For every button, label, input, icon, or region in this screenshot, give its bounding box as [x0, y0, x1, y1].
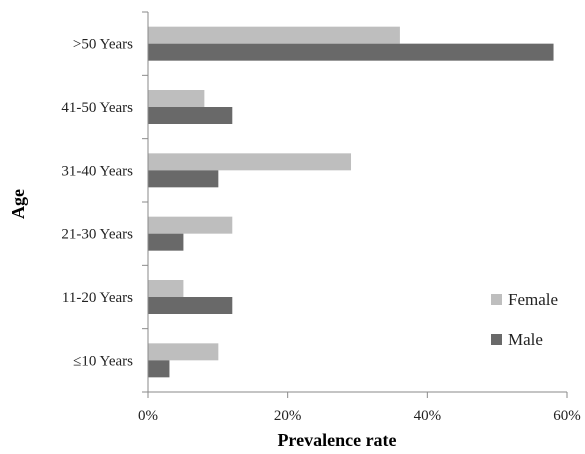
category-label: 11-20 Years — [62, 290, 133, 306]
y-axis-title: Age — [8, 189, 28, 219]
bars-layer — [148, 26, 554, 378]
x-tick-label: 40% — [414, 408, 442, 424]
legend-label-female: Female — [508, 290, 558, 309]
x-tick-label: 20% — [274, 408, 302, 424]
bar-female-50-years — [148, 26, 400, 44]
legend: Female Male — [491, 290, 558, 349]
x-tick-label: 60% — [553, 408, 581, 424]
bar-male-31-40-years — [148, 170, 219, 188]
x-axis-title: Prevalence rate — [277, 430, 396, 450]
category-label: 21-30 Years — [61, 227, 133, 243]
x-tick-label: 0% — [138, 408, 158, 424]
bar-female-11-20-years — [148, 280, 184, 297]
bar-female-41-50-years — [148, 90, 205, 107]
bar-male-21-30-years — [148, 233, 184, 251]
category-label: >50 Years — [73, 37, 133, 53]
legend-label-male: Male — [508, 330, 543, 349]
category-label: 31-40 Years — [61, 163, 133, 179]
bar-female-10-years — [148, 343, 219, 361]
category-label: ≤10 Years — [73, 353, 133, 369]
x-axis-ticks — [147, 392, 568, 398]
bar-female-31-40-years — [148, 153, 352, 171]
y-axis-ticks — [142, 11, 148, 393]
category-label: 41-50 Years — [61, 100, 133, 116]
legend-swatch-male — [491, 334, 502, 345]
bar-male-41-50-years — [148, 107, 233, 124]
bar-female-21-30-years — [148, 216, 233, 234]
bar-male-50-years — [148, 43, 554, 61]
bar-male-10-years — [148, 360, 170, 378]
category-labels: >50 Years 41-50 Years 31-40 Years 21-30 Yea… — [61, 37, 133, 370]
legend-swatch-female — [491, 294, 502, 305]
bar-male-11-20-years — [148, 297, 233, 314]
x-tick-labels: 0% 20% 40% 60% — [138, 408, 581, 424]
